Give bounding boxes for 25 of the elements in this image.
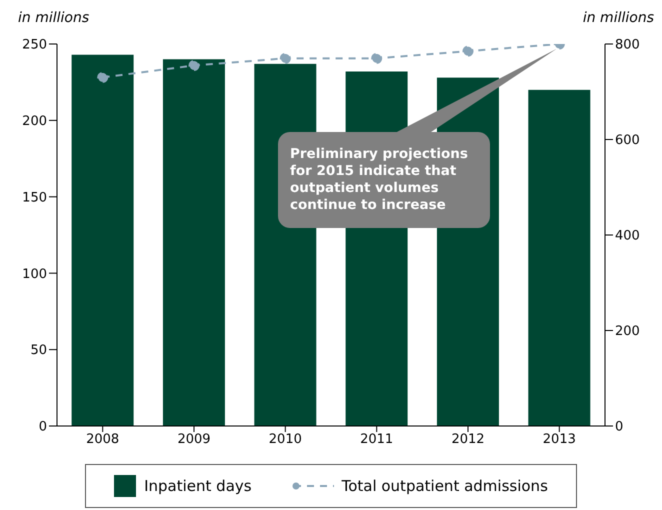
y-tick-label: 100 xyxy=(22,266,47,282)
annotation: Preliminary projections for 2015 indicate that outpatient volumes continue to increase xyxy=(278,132,490,228)
y-tick-label: 200 xyxy=(22,114,47,130)
x-tick-label: 2011 xyxy=(360,432,394,448)
bar xyxy=(72,54,134,426)
legend-label: Total outpatient admissions xyxy=(342,477,548,495)
bar xyxy=(528,90,590,426)
y-axis-title: in millions xyxy=(18,10,90,26)
y2-tick-label: 0 xyxy=(615,420,624,435)
y2-tick-label: 600 xyxy=(615,133,640,148)
y2-axis-title: in millions xyxy=(582,10,654,26)
y2-tick-label: 200 xyxy=(615,324,640,340)
x-tick-label: 2009 xyxy=(177,432,211,448)
y2-tick-label: 400 xyxy=(615,228,640,244)
bar xyxy=(162,59,225,426)
y-tick-label: 250 xyxy=(22,38,47,53)
x-tick-label: 2012 xyxy=(451,432,485,448)
y2-tick-label: 800 xyxy=(615,38,640,53)
x-tick-label: 2008 xyxy=(86,432,120,448)
y-tick-label: 0 xyxy=(38,420,47,435)
y-tick-label: 50 xyxy=(30,343,47,358)
y-tick-label: 150 xyxy=(22,190,47,206)
x-tick-label: 2013 xyxy=(542,432,576,448)
legend-label: Inpatient days xyxy=(144,477,252,495)
x-tick-label: 2010 xyxy=(268,432,302,448)
